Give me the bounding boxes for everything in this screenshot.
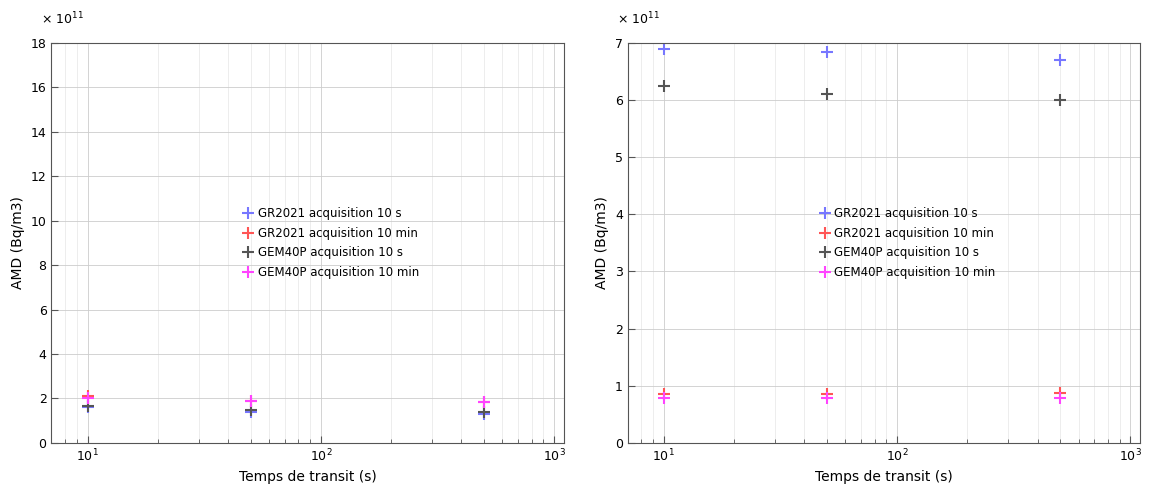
GEM40P acquisition 10 min	[820, 396, 834, 401]
Legend: GR2021 acquisition 10 s, GR2021 acquisition 10 min, GEM40P acquisition 10 s, GEM: GR2021 acquisition 10 s, GR2021 acquisit…	[237, 201, 425, 285]
GR2021 acquisition 10 min	[820, 392, 834, 397]
Line: GR2021 acquisition 10 s: GR2021 acquisition 10 s	[657, 43, 1066, 66]
Line: GR2021 acquisition 10 s: GR2021 acquisition 10 s	[81, 401, 490, 420]
Line: GEM40P acquisition 10 min: GEM40P acquisition 10 min	[657, 392, 1066, 404]
GEM40P acquisition 10 s	[81, 403, 95, 409]
Line: GR2021 acquisition 10 min: GR2021 acquisition 10 min	[81, 390, 490, 408]
GR2021 acquisition 10 s	[244, 408, 258, 414]
GR2021 acquisition 10 min	[657, 392, 671, 397]
Legend: GR2021 acquisition 10 s, GR2021 acquisition 10 min, GEM40P acquisition 10 s, GEM: GR2021 acquisition 10 s, GR2021 acquisit…	[813, 201, 1001, 285]
Line: GR2021 acquisition 10 min: GR2021 acquisition 10 min	[657, 387, 1066, 400]
GR2021 acquisition 10 s	[657, 46, 671, 51]
GR2021 acquisition 10 min	[477, 399, 491, 405]
X-axis label: Temps de transit (s): Temps de transit (s)	[815, 470, 953, 484]
GEM40P acquisition 10 s	[820, 92, 834, 98]
GEM40P acquisition 10 s	[244, 407, 258, 413]
GR2021 acquisition 10 min	[81, 393, 95, 399]
X-axis label: Temps de transit (s): Temps de transit (s)	[239, 470, 377, 484]
GEM40P acquisition 10 s	[1053, 97, 1067, 103]
GEM40P acquisition 10 min	[477, 399, 491, 405]
GEM40P acquisition 10 min	[244, 397, 258, 403]
GR2021 acquisition 10 min	[1053, 390, 1067, 396]
GEM40P acquisition 10 min	[1053, 396, 1067, 401]
Text: $\times$ 10$^{11}$: $\times$ 10$^{11}$	[42, 10, 84, 27]
Y-axis label: AMD (Bq/m3): AMD (Bq/m3)	[12, 197, 25, 290]
GEM40P acquisition 10 min	[81, 396, 95, 401]
Line: GEM40P acquisition 10 s: GEM40P acquisition 10 s	[81, 399, 490, 418]
Line: GEM40P acquisition 10 s: GEM40P acquisition 10 s	[657, 80, 1066, 106]
GEM40P acquisition 10 s	[657, 83, 671, 89]
Y-axis label: AMD (Bq/m3): AMD (Bq/m3)	[595, 197, 610, 290]
GR2021 acquisition 10 s	[81, 404, 95, 410]
GEM40P acquisition 10 s	[477, 409, 491, 415]
GR2021 acquisition 10 s	[477, 411, 491, 417]
GR2021 acquisition 10 min	[244, 397, 258, 403]
GR2021 acquisition 10 s	[820, 49, 834, 54]
Line: GEM40P acquisition 10 min: GEM40P acquisition 10 min	[81, 392, 490, 408]
GEM40P acquisition 10 min	[657, 396, 671, 401]
GR2021 acquisition 10 s	[1053, 57, 1067, 63]
Text: $\times$ 10$^{11}$: $\times$ 10$^{11}$	[618, 10, 661, 27]
